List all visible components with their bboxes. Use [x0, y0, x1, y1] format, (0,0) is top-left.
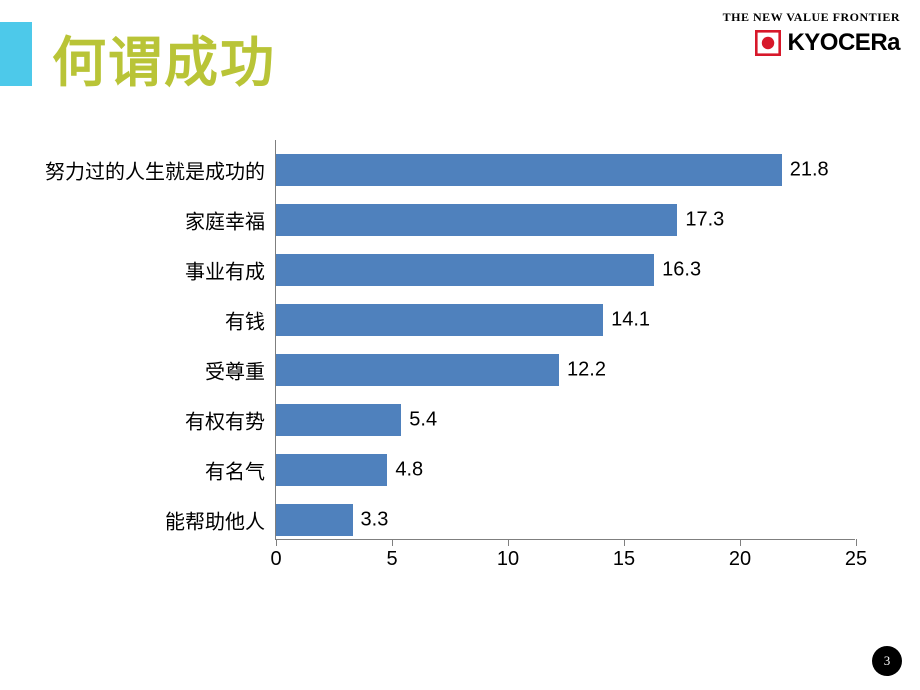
category-label: 家庭幸福 [185, 206, 265, 235]
bar-value-label: 12.2 [567, 359, 606, 382]
bar-fill: 21.8 [276, 154, 782, 186]
category-label: 受尊重 [205, 356, 265, 385]
bar-fill: 5.4 [276, 404, 401, 436]
bar-value-label: 16.3 [662, 259, 701, 282]
bar-row: 21.8 [276, 154, 855, 186]
chart-plot-area: 21.817.316.314.112.25.44.83.30510152025 [275, 140, 855, 540]
bar-row: 17.3 [276, 204, 855, 236]
x-tick [624, 539, 625, 546]
bar-row: 12.2 [276, 354, 855, 386]
bar-value-label: 21.8 [790, 159, 829, 182]
bar-row: 14.1 [276, 304, 855, 336]
x-tick-label: 15 [613, 548, 635, 571]
kyocera-mark-icon [755, 30, 781, 56]
title-accent-bar [0, 22, 32, 86]
success-bar-chart: 21.817.316.314.112.25.44.83.30510152025 … [60, 140, 860, 590]
bar-row: 4.8 [276, 454, 855, 486]
page-number: 3 [884, 653, 891, 669]
category-label: 有名气 [205, 456, 265, 485]
slide-title: 何谓成功 [52, 18, 276, 97]
category-label: 能帮助他人 [165, 506, 265, 535]
bar-fill: 16.3 [276, 254, 654, 286]
x-tick [392, 539, 393, 546]
x-tick-label: 10 [497, 548, 519, 571]
x-tick [508, 539, 509, 546]
bar-value-label: 3.3 [361, 509, 389, 532]
x-tick [856, 539, 857, 546]
bar-fill: 12.2 [276, 354, 559, 386]
page-number-badge: 3 [872, 646, 902, 676]
bar-fill: 17.3 [276, 204, 677, 236]
brand-logo-row: KYOCERa [723, 29, 900, 57]
category-label: 有钱 [225, 306, 265, 335]
category-label: 努力过的人生就是成功的 [45, 156, 265, 185]
x-tick-label: 5 [386, 548, 397, 571]
bar-value-label: 4.8 [395, 459, 423, 482]
x-tick-label: 20 [729, 548, 751, 571]
bar-fill: 4.8 [276, 454, 387, 486]
brand-name: KYOCERa [787, 29, 900, 57]
bar-value-label: 14.1 [611, 309, 650, 332]
bar-fill: 3.3 [276, 504, 353, 536]
category-label: 有权有势 [185, 406, 265, 435]
bar-value-label: 5.4 [409, 409, 437, 432]
x-tick-label: 0 [270, 548, 281, 571]
bar-value-label: 17.3 [685, 209, 724, 232]
bar-row: 5.4 [276, 404, 855, 436]
bar-fill: 14.1 [276, 304, 603, 336]
brand-tagline: THE NEW VALUE FRONTIER [723, 10, 900, 25]
x-tick [276, 539, 277, 546]
category-label: 事业有成 [185, 256, 265, 285]
bar-row: 16.3 [276, 254, 855, 286]
bar-row: 3.3 [276, 504, 855, 536]
x-tick [740, 539, 741, 546]
brand-logo-area: THE NEW VALUE FRONTIER KYOCERa [723, 10, 900, 57]
x-tick-label: 25 [845, 548, 867, 571]
